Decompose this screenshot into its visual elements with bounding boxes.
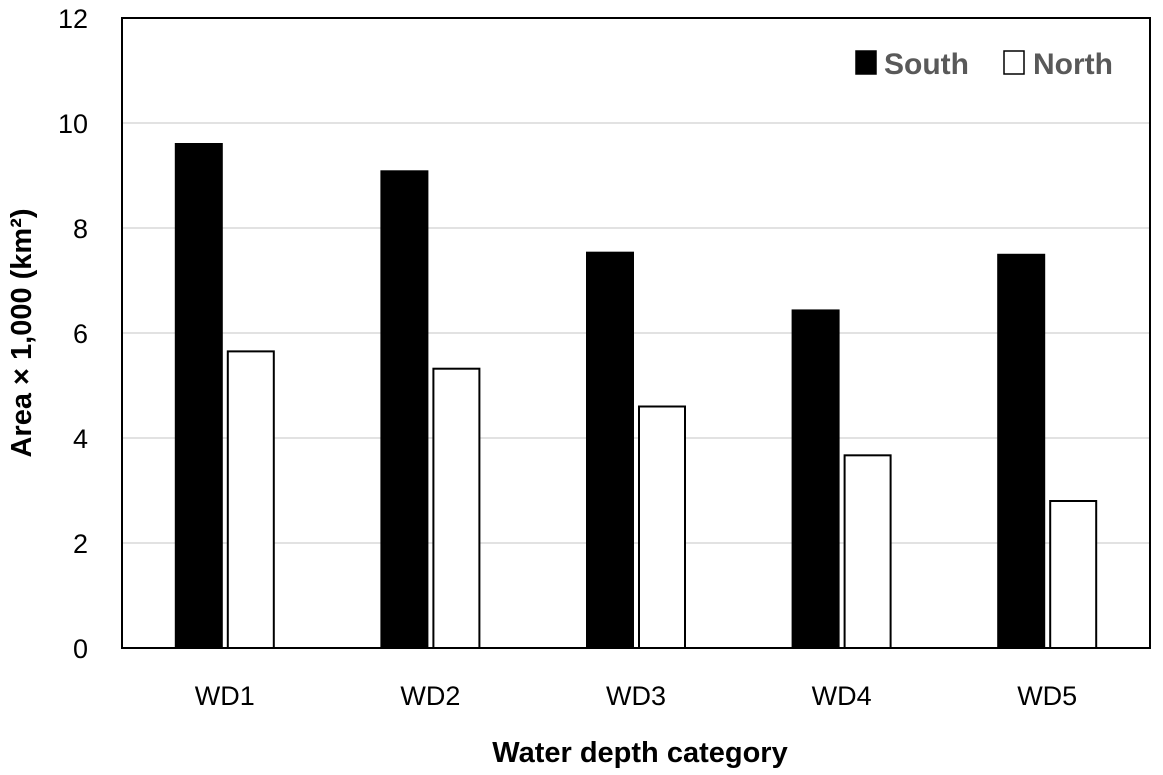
legend-label-south: South <box>884 48 969 81</box>
y-tick-label: 12 <box>58 4 88 34</box>
x-tick-label: WD3 <box>606 681 666 711</box>
bar-south-wd2 <box>380 170 429 650</box>
bar-north-wd2 <box>432 367 481 649</box>
legend-label-north: North <box>1033 48 1113 81</box>
bar-north-wd5 <box>1049 500 1098 649</box>
x-tick-label: WD1 <box>195 681 255 711</box>
x-axis-ticks: WD1 WD2 WD3 WD4 WD5 <box>195 681 1077 711</box>
gridlines <box>122 122 1150 544</box>
bar-south-wd3 <box>586 251 634 650</box>
bars <box>174 143 1098 650</box>
bar-south-wd5 <box>997 253 1046 649</box>
bar-south-wd4 <box>791 309 840 649</box>
x-tick-label: WD4 <box>812 681 872 711</box>
plot-area-frame <box>121 17 1151 649</box>
y-axis-title: Area × 1,000 (km²) <box>6 208 38 457</box>
legend-swatch-south <box>855 50 877 75</box>
legend: South North <box>855 48 1113 81</box>
y-tick-label: 6 <box>73 319 88 349</box>
bar-north-wd3 <box>638 405 686 649</box>
x-tick-label: WD2 <box>400 681 460 711</box>
legend-swatch-north <box>1003 50 1025 75</box>
y-tick-label: 2 <box>73 529 88 559</box>
x-tick-label: WD5 <box>1017 681 1077 711</box>
y-tick-label: 8 <box>73 214 88 244</box>
y-tick-label: 4 <box>73 424 88 454</box>
y-tick-label: 0 <box>73 634 88 664</box>
x-axis-title: Water depth category <box>492 737 787 769</box>
bar-south-wd1 <box>174 143 223 649</box>
bar-north-wd4 <box>843 454 892 650</box>
bar-north-wd1 <box>226 350 275 649</box>
y-axis-ticks: 0 2 4 6 8 10 12 <box>58 4 88 664</box>
y-tick-label: 10 <box>58 109 88 139</box>
